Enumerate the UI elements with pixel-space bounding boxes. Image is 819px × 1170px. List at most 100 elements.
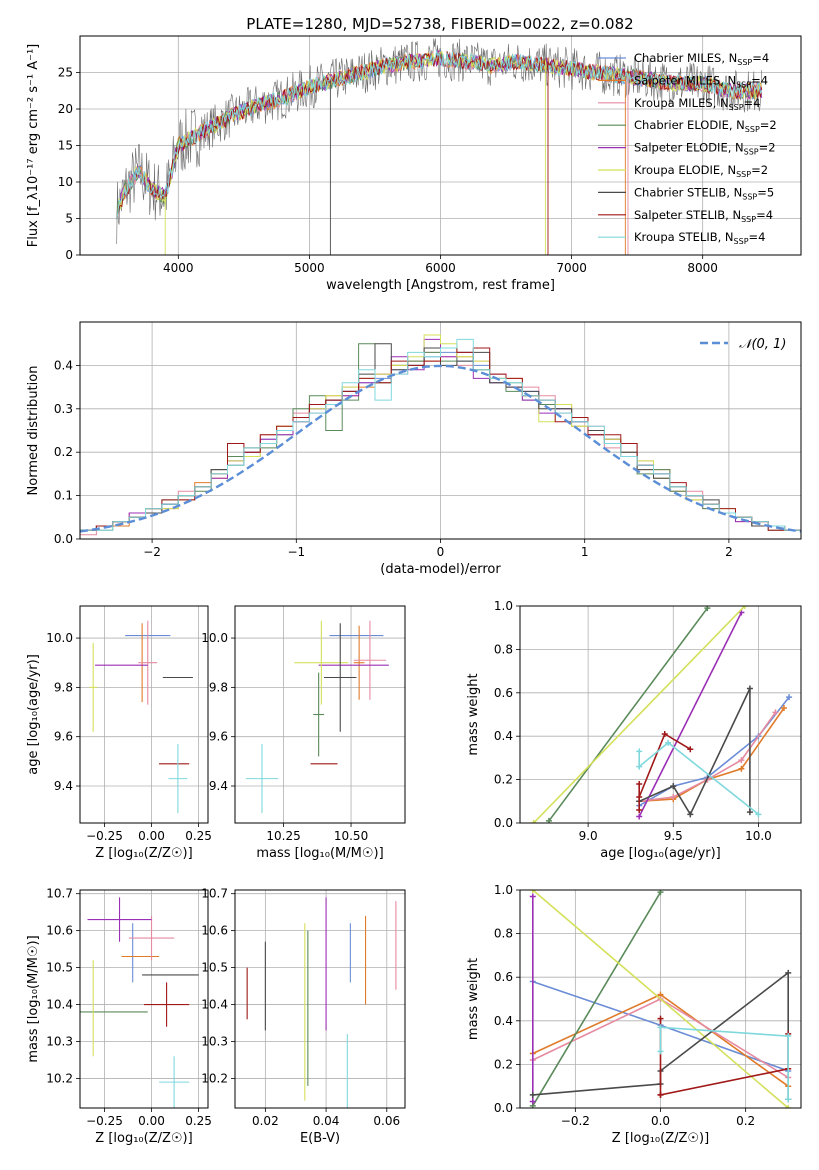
y-tick-label: 10 <box>58 175 73 189</box>
series-marker <box>785 1096 792 1103</box>
y-tick-label: 10.4 <box>46 998 73 1012</box>
series-line-c9 <box>659 1026 789 1100</box>
x-tick-label: 10.25 <box>266 829 300 843</box>
x-tick-label: 0.00 <box>138 1114 165 1128</box>
legend-entry: Salpeter MILES, NSSP=4 <box>634 73 768 89</box>
x-tick-label: 6000 <box>425 261 456 275</box>
series-marker <box>657 1024 664 1031</box>
y-tick-label: 0.6 <box>494 686 513 700</box>
legend-entry: Kroupa STELIB, NSSP=4 <box>634 230 765 246</box>
y-tick-label: 10.2 <box>201 1071 228 1085</box>
y-axis-label: Normed distribution <box>26 366 41 496</box>
y-tick-label: 0.4 <box>54 358 73 372</box>
x-tick-label: 9.5 <box>664 829 683 843</box>
series-marker <box>687 746 694 753</box>
series-line-c4 <box>548 607 708 822</box>
spectrum-legend: Chabrier MILES, NSSP=4 Salpeter MILES, NS… <box>598 51 777 246</box>
legend-entry: Kroupa MILES, NSSP=4 <box>634 96 760 112</box>
age-vs-z-axes: −0.25 0.00 0.25 9.4 9.6 9.8 10.0 Z [log₁₀(Z/Z☉)… <box>26 606 212 861</box>
x-tick-label: 8000 <box>687 261 718 275</box>
x-tick-label: 7000 <box>556 261 587 275</box>
y-tick-label: 0.2 <box>494 1057 513 1071</box>
series-line-c6 <box>532 890 789 1108</box>
y-tick-label: 0.6 <box>494 970 513 984</box>
y-tick-label: 9.4 <box>209 779 228 793</box>
series-marker <box>636 793 643 800</box>
errorbar-point-c7 <box>324 623 357 732</box>
y-tick-label: 15 <box>58 139 73 153</box>
mass-vs-z-axes: −0.25 0.00 0.25 10.2 10.3 10.4 10.5 10.6 10.7 Z [… <box>26 887 212 1146</box>
series-marker <box>636 763 643 770</box>
legend-entry-normal: 𝒩(0, 1) <box>739 337 786 352</box>
x-tick-label: 9.0 <box>579 829 598 843</box>
series-line-c1 <box>638 696 790 807</box>
y-tick-label: 10.5 <box>201 961 228 975</box>
series-marker <box>665 739 672 746</box>
model-spectrum-c9 <box>116 50 763 220</box>
y-tick-label: 0.0 <box>54 532 73 546</box>
mass-weight-vs-z-plot-area <box>529 890 792 1108</box>
y-tick-label: 0.8 <box>494 642 513 656</box>
y-tick-label: 0.2 <box>494 773 513 787</box>
series-marker <box>786 694 793 701</box>
x-tick-label: 1 <box>581 545 589 559</box>
x-axis-label: wavelength [Angstrom, rest frame] <box>326 278 555 293</box>
age-vs-mass-frame <box>234 605 406 824</box>
x-tick-label: 0.0 <box>651 1114 670 1128</box>
mass-vs-ebv-frame <box>234 889 406 1109</box>
series-marker <box>785 969 792 976</box>
y-tick-label: 10.6 <box>201 924 228 938</box>
y-tick-label: 5 <box>65 212 73 226</box>
plots-container: 4000 5000 6000 7000 80000510152025wavelength… <box>26 35 802 1146</box>
spectrum-plot-area <box>116 38 763 255</box>
errorbar-point-c9 <box>245 744 279 814</box>
y-tick-label: 10.5 <box>46 961 73 975</box>
mass-weight-vs-age-axes: 9.0 9.5 10.0 0.0 0.2 0.4 0.6 0.8 1.0 age [log₁₀(a… <box>466 599 801 861</box>
mass-weight-vs-age-frame <box>519 605 802 824</box>
spectrum-frame <box>79 35 802 256</box>
y-axis-label: mass weight <box>466 673 481 755</box>
series-line-c9 <box>638 741 759 815</box>
series-marker <box>657 1015 664 1022</box>
y-tick-label: 0.0 <box>494 1101 513 1115</box>
series-marker <box>636 806 643 813</box>
y-tick-label: 0.4 <box>494 1014 513 1028</box>
y-axis-label: Flux [f_λ10⁻¹⁷ erg cm⁻² s⁻¹ A⁻¹] <box>26 44 41 248</box>
errorbar-point-c6 <box>89 642 97 732</box>
y-tick-label: 10.2 <box>46 1071 73 1085</box>
y-tick-label: 0 <box>65 248 73 262</box>
series-marker <box>529 1091 536 1098</box>
observed-spectrum <box>116 38 762 245</box>
y-tick-label: 9.8 <box>54 680 73 694</box>
y-tick-label: 1.0 <box>494 599 513 613</box>
x-axis-label: E(B-V) <box>300 1131 340 1146</box>
histogram-series-c9 <box>80 338 801 539</box>
y-tick-label: 1.0 <box>494 883 513 897</box>
mass-weight-vs-z-frame <box>519 889 802 1109</box>
y-tick-label: 20 <box>58 102 73 116</box>
legend-entry: Chabrier MILES, NSSP=4 <box>634 51 769 67</box>
y-tick-label: 25 <box>58 66 73 80</box>
x-axis-label: age [log₁₀(age/yr)] <box>600 846 721 861</box>
y-tick-label: 0.3 <box>54 402 73 416</box>
series-marker <box>785 1105 792 1108</box>
x-tick-label: 0.02 <box>252 1114 279 1128</box>
errorbar-point-c6 <box>294 620 349 705</box>
series-marker <box>529 893 536 900</box>
errorbar-point-c3 <box>353 620 387 700</box>
series-marker <box>657 1091 664 1098</box>
series-marker <box>670 793 677 800</box>
y-tick-label: 10.4 <box>201 998 228 1012</box>
x-tick-label: 4000 <box>163 261 194 275</box>
y-tick-label: 10.7 <box>201 887 228 901</box>
legend-entry: Chabrier ELODIE, NSSP=2 <box>634 118 777 134</box>
legend-entry: Salpeter ELODIE, NSSP=2 <box>634 141 776 157</box>
errorbar-point-c8 <box>144 982 190 1027</box>
legend-entry: Salpeter STELIB, NSSP=4 <box>634 208 773 224</box>
histogram-plot-area <box>80 334 801 539</box>
x-tick-label: 2 <box>725 545 733 559</box>
y-tick-label: 9.6 <box>209 730 228 744</box>
mass-weight-vs-age-plot-area <box>530 606 793 823</box>
series-marker <box>529 1098 536 1105</box>
x-tick-label: 0.25 <box>185 1114 212 1128</box>
